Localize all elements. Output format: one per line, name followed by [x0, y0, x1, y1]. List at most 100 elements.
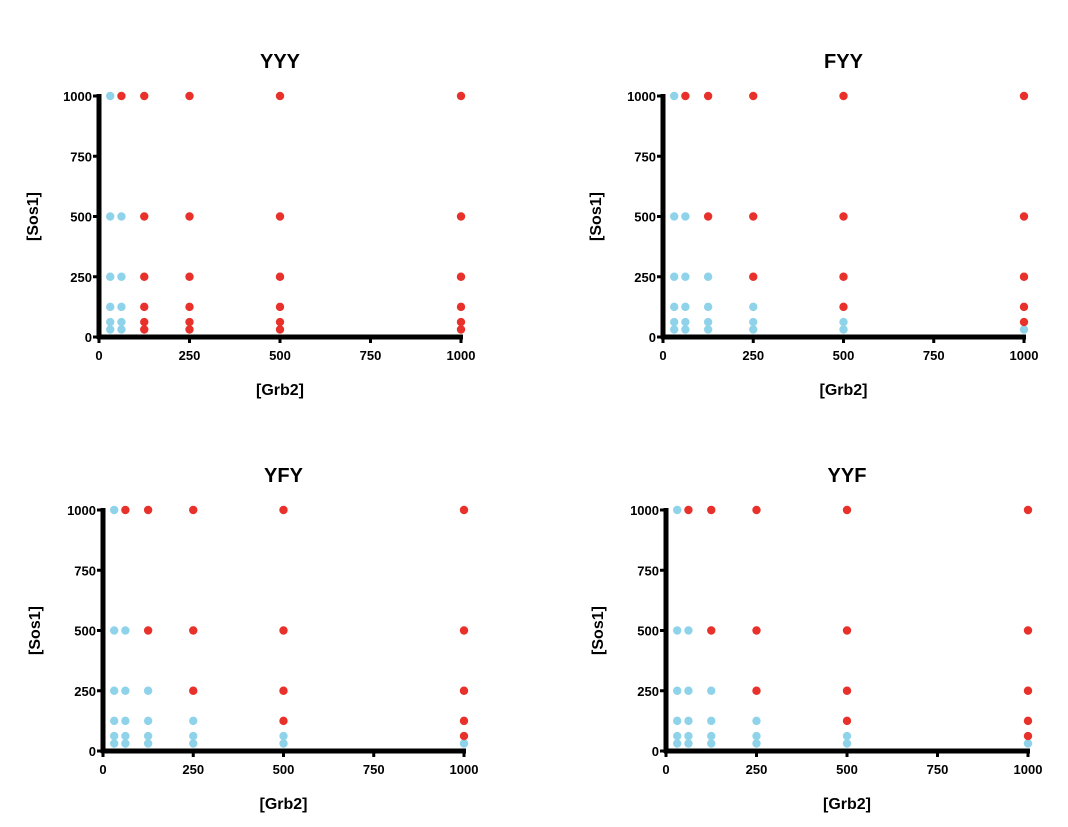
data-point — [140, 212, 149, 221]
data-point — [684, 731, 693, 741]
y-tick-label: 750 — [70, 149, 92, 164]
data-point — [189, 505, 198, 515]
data-point — [456, 325, 466, 334]
data-point — [703, 91, 713, 101]
y-tick-label: 250 — [634, 270, 656, 285]
data-point — [707, 716, 716, 726]
x-axis-label: [Grb2] — [820, 382, 868, 399]
x-tick-label: 750 — [923, 348, 945, 363]
y-tick-label: 0 — [85, 330, 92, 345]
data-point — [1019, 272, 1029, 281]
x-axis-label: [Grb2] — [256, 382, 304, 399]
y-tick-label: 0 — [649, 330, 656, 345]
data-point — [749, 325, 758, 334]
data-point — [749, 302, 758, 312]
data-point — [459, 731, 469, 741]
data-point — [109, 716, 119, 726]
data-point — [1019, 212, 1029, 221]
data-point — [106, 302, 115, 312]
data-point — [185, 212, 194, 221]
data-point — [459, 686, 469, 695]
data-point — [703, 302, 713, 312]
data-point — [143, 505, 153, 515]
data-point — [842, 731, 852, 741]
data-point — [275, 317, 285, 327]
data-point — [185, 272, 194, 281]
data-point — [1019, 91, 1029, 101]
y-tick-label: 1000 — [630, 503, 659, 518]
data-point — [673, 505, 682, 515]
data-point — [456, 302, 466, 312]
data-point — [275, 212, 285, 221]
x-tick-label: 750 — [363, 762, 385, 777]
data-point — [842, 686, 852, 695]
x-tick-label: 500 — [269, 348, 291, 363]
y-tick-label: 750 — [74, 563, 96, 578]
data-point — [669, 302, 679, 312]
data-point — [842, 716, 852, 726]
data-point — [839, 91, 848, 101]
data-point — [143, 716, 153, 726]
chart-panel-yyf: YYF 0 250 500 750 1000 0 250 500 750 1000 [Grb2] [So… — [590, 465, 1042, 813]
data-point — [752, 716, 761, 726]
data-point — [143, 686, 153, 695]
data-point — [275, 91, 285, 101]
x-tick-label: 500 — [836, 762, 858, 777]
data-point — [684, 716, 693, 726]
data-point — [189, 716, 198, 726]
data-point — [456, 91, 466, 101]
data-point — [117, 325, 126, 334]
y-axis-label: [Sos1] — [27, 606, 44, 655]
data-point — [749, 212, 758, 221]
y-tick-label: 0 — [89, 744, 96, 759]
data-point — [703, 325, 713, 334]
y-tick-label: 0 — [652, 744, 659, 759]
data-point — [185, 302, 194, 312]
data-point — [1023, 716, 1033, 726]
data-point — [681, 91, 690, 101]
data-point — [749, 91, 758, 101]
y-axis-label: [Sos1] — [590, 606, 607, 655]
data-point — [707, 626, 716, 635]
data-point — [707, 505, 716, 515]
data-point — [143, 626, 153, 635]
data-point — [109, 739, 119, 748]
y-tick-label: 500 — [637, 624, 659, 639]
x-tick-label: 500 — [273, 762, 295, 777]
y-tick-label: 1000 — [67, 503, 96, 518]
chart-title: FYY — [824, 51, 864, 73]
data-point — [106, 272, 115, 281]
data-point — [189, 739, 198, 748]
data-point — [459, 505, 469, 515]
data-point — [456, 212, 466, 221]
data-point — [189, 686, 198, 695]
y-tick-label: 500 — [74, 624, 96, 639]
data-point — [140, 91, 149, 101]
data-point — [109, 731, 119, 741]
data-point — [681, 325, 690, 334]
data-point — [707, 739, 716, 748]
data-point — [279, 686, 288, 695]
chart-title: YYY — [260, 51, 301, 73]
data-point — [752, 626, 761, 635]
data-point — [456, 272, 466, 281]
data-point — [681, 317, 690, 327]
x-tick-label: 0 — [99, 762, 106, 777]
data-point — [143, 731, 153, 741]
data-point — [109, 505, 119, 515]
data-point — [185, 317, 194, 327]
data-point — [140, 317, 149, 327]
data-point — [749, 317, 758, 327]
x-tick-label: 0 — [659, 348, 666, 363]
y-tick-label: 500 — [634, 210, 656, 225]
data-point — [189, 731, 198, 741]
data-point — [121, 505, 130, 515]
data-point — [749, 272, 758, 281]
x-tick-label: 1000 — [447, 348, 476, 363]
chart-panel-yfy: YFY 0 250 500 750 1000 0 250 500 750 1000 [Grb2] [So… — [27, 465, 478, 813]
x-tick-label: 500 — [833, 348, 855, 363]
data-point — [703, 212, 713, 221]
data-point — [684, 505, 693, 515]
data-point — [459, 626, 469, 635]
